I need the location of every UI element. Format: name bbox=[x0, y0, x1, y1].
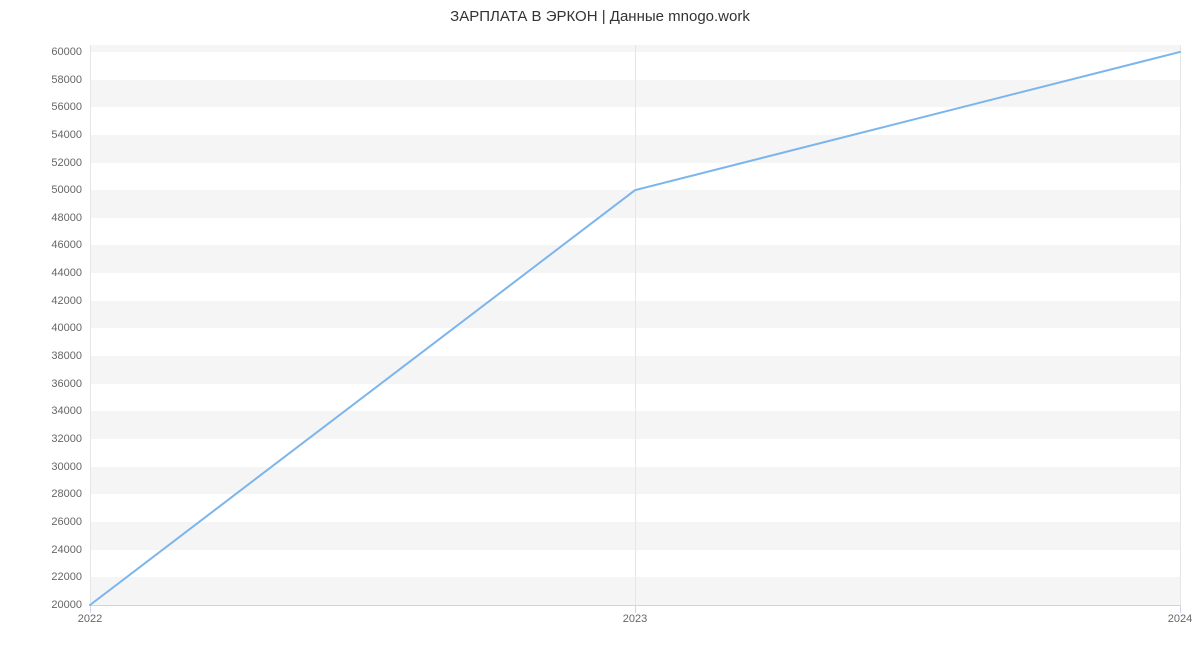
y-tick-label: 50000 bbox=[51, 184, 82, 196]
chart-container: ЗАРПЛАТА В ЭРКОН | Данные mnogo.work 200… bbox=[0, 0, 1200, 650]
x-tick-mark bbox=[1180, 605, 1181, 613]
y-tick-label: 56000 bbox=[51, 101, 82, 113]
y-tick-label: 46000 bbox=[51, 239, 82, 251]
x-tick-label: 2024 bbox=[1168, 613, 1192, 625]
x-tick-mark bbox=[635, 605, 636, 613]
y-tick-label: 36000 bbox=[51, 378, 82, 390]
chart-title: ЗАРПЛАТА В ЭРКОН | Данные mnogo.work bbox=[0, 0, 1200, 25]
x-tick-mark bbox=[90, 605, 91, 613]
x-tick-label: 2023 bbox=[623, 613, 647, 625]
y-tick-label: 26000 bbox=[51, 516, 82, 528]
x-axis-line bbox=[90, 605, 1180, 606]
y-tick-label: 52000 bbox=[51, 157, 82, 169]
y-tick-label: 28000 bbox=[51, 488, 82, 500]
y-tick-label: 24000 bbox=[51, 544, 82, 556]
y-tick-label: 30000 bbox=[51, 461, 82, 473]
y-tick-label: 44000 bbox=[51, 267, 82, 279]
y-tick-label: 60000 bbox=[51, 46, 82, 58]
y-tick-label: 48000 bbox=[51, 212, 82, 224]
y-tick-label: 20000 bbox=[51, 599, 82, 611]
y-tick-label: 22000 bbox=[51, 571, 82, 583]
y-tick-label: 54000 bbox=[51, 129, 82, 141]
y-tick-label: 42000 bbox=[51, 295, 82, 307]
y-tick-label: 32000 bbox=[51, 433, 82, 445]
y-tick-label: 58000 bbox=[51, 74, 82, 86]
series-line bbox=[90, 45, 1180, 605]
x-gridline bbox=[1180, 45, 1181, 605]
y-tick-label: 40000 bbox=[51, 322, 82, 334]
y-tick-label: 38000 bbox=[51, 350, 82, 362]
y-tick-label: 34000 bbox=[51, 405, 82, 417]
x-tick-label: 2022 bbox=[78, 613, 102, 625]
plot-area: 2000022000240002600028000300003200034000… bbox=[90, 45, 1180, 605]
